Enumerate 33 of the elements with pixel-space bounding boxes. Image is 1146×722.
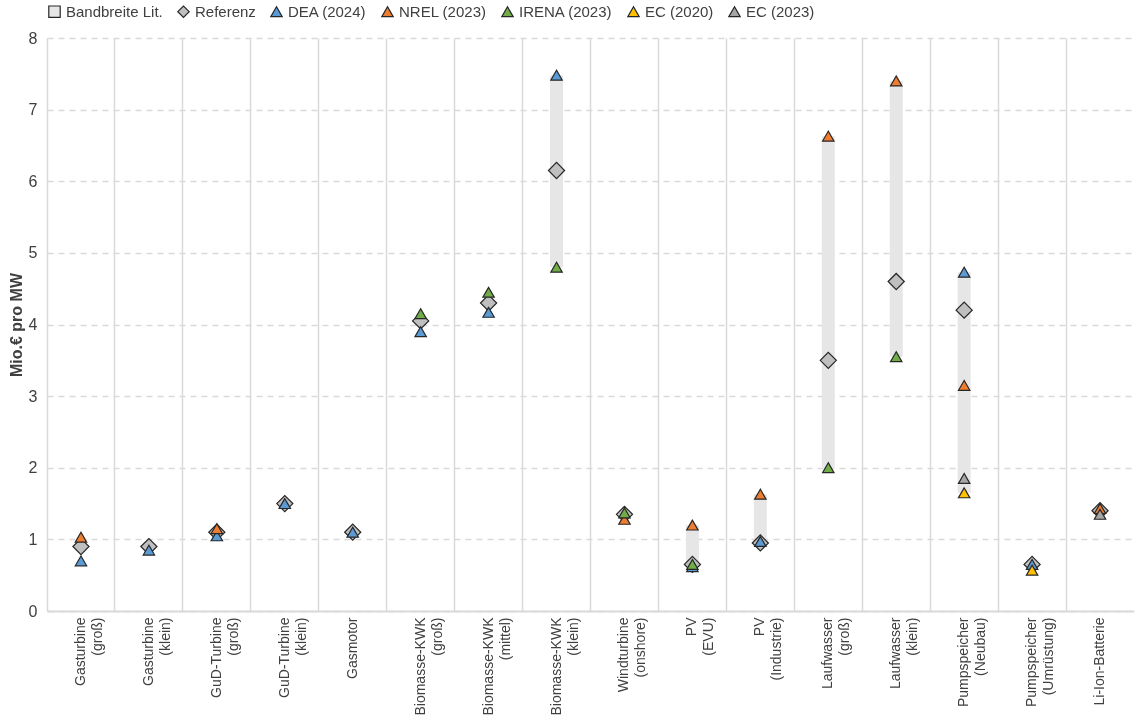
x-tick-label: Laufwasser (klein): [887, 617, 921, 690]
x-tick-label: Gasturbine (klein): [139, 617, 173, 686]
x-tick-label: Biomasse-KWK (mittel): [479, 616, 513, 716]
legend-label: EC (2020): [645, 2, 714, 20]
y-tick-label: 1: [28, 530, 38, 548]
x-tick-label: Li-Ion-Batterie: [1091, 617, 1108, 706]
x-tick-label: Biomasse-KWK (groß): [411, 616, 445, 716]
y-tick-label: 4: [28, 316, 38, 333]
legend-label: DEA (2024): [288, 2, 366, 20]
legend-label: EC (2023): [746, 2, 815, 20]
x-tick-label: Gasmotor: [343, 617, 360, 679]
x-tick-label: Laufwasser (groß): [819, 617, 853, 690]
x-tick-label: Biomasse-KWK (klein): [547, 616, 581, 716]
y-tick-label: 8: [28, 29, 38, 47]
legend-label: Referenz: [195, 2, 256, 20]
x-tick-label: GuD-Turbine (groß): [207, 617, 241, 698]
legend-label: NREL (2023): [399, 2, 486, 20]
y-tick-label: 0: [28, 602, 38, 620]
legend-label: Bandbreite Lit.: [66, 2, 163, 20]
y-tick-label: 5: [28, 244, 38, 262]
y-tick-label: 2: [28, 459, 38, 477]
y-tick-label: 3: [28, 387, 38, 405]
x-tick-label: GuD-Turbine (klein): [275, 617, 309, 698]
x-tick-label: Pumpspeicher (Neubau): [955, 617, 989, 707]
x-tick-label: Pumpspeicher (Umrüstung): [1023, 617, 1057, 707]
y-tick-label: 7: [28, 101, 38, 119]
x-tick-label: PV (EVU): [683, 616, 717, 656]
x-tick-label: Gasturbine (groß): [71, 617, 105, 686]
x-tick-label: Windturbine (onshore): [615, 617, 649, 693]
legend-label: IRENA (2023): [519, 2, 612, 20]
y-axis-title: Mio.€ pro MW: [7, 272, 25, 377]
y-tick-label: 6: [28, 172, 38, 190]
x-tick-label: PV (Industrie): [751, 616, 785, 681]
